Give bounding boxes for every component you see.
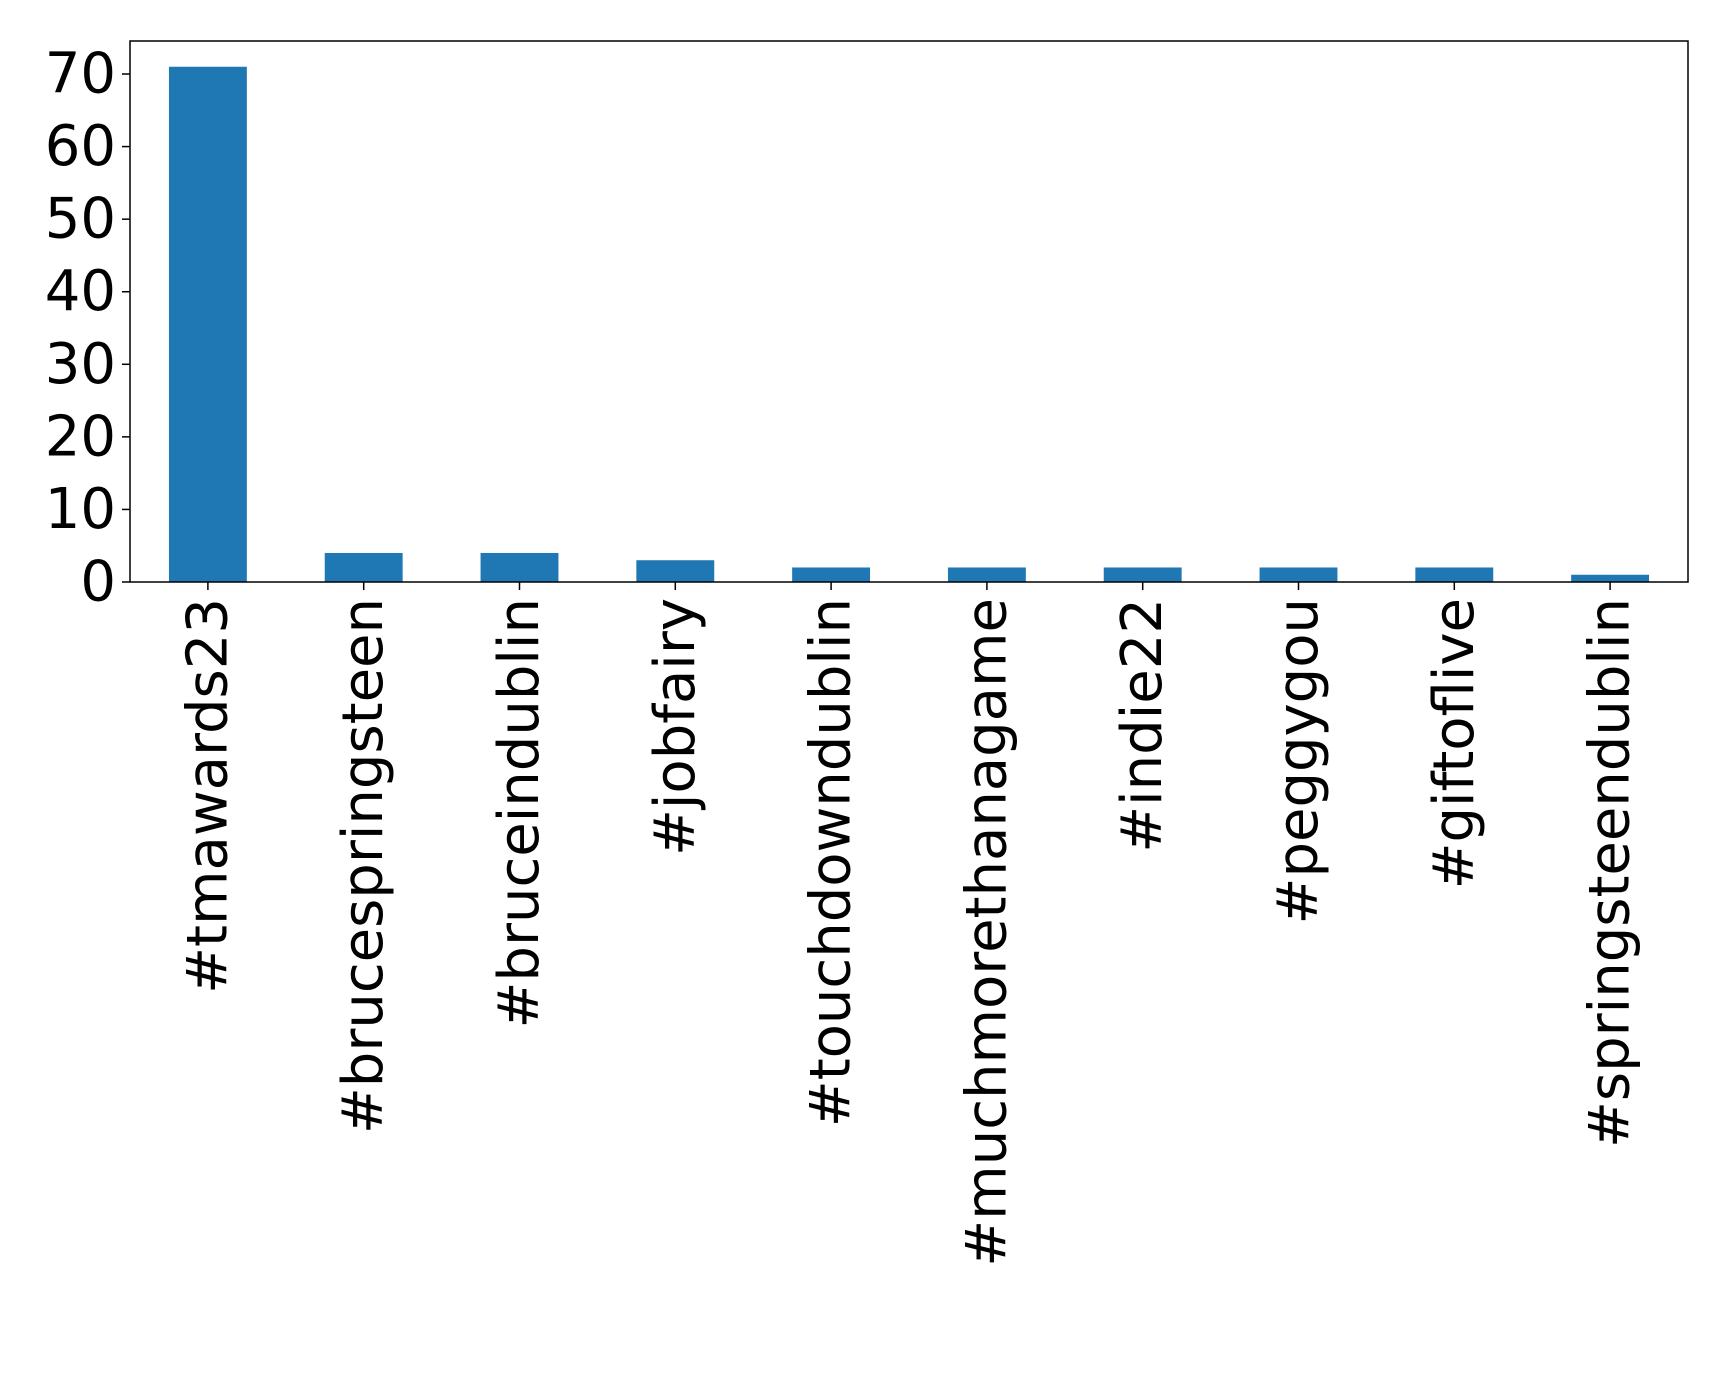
x-tick-label: #giftoflive — [1422, 598, 1487, 889]
bar-giftoflive — [1415, 567, 1494, 582]
x-tick-label: #jobfairy — [643, 598, 708, 856]
bar-indie22 — [1103, 567, 1182, 582]
y-tick-label: 50 — [45, 187, 116, 252]
y-tick-label: 60 — [45, 114, 116, 179]
y-tick-label: 0 — [80, 550, 116, 615]
bars-group — [168, 66, 1650, 582]
bar-springsteendublin — [1571, 574, 1650, 582]
bar-muchmorethanagame — [947, 567, 1026, 582]
x-tick-label: #muchmorethanagame — [954, 598, 1019, 1267]
bar-peggygou — [1259, 567, 1338, 582]
bar-tmawards23 — [168, 66, 247, 582]
x-tick-label: #springsteendublin — [1578, 598, 1643, 1148]
y-axis: 0 10 20 30 40 50 60 70 — [45, 42, 130, 615]
x-tick-label: #brucespringsteen — [331, 598, 396, 1134]
x-tick-label: #peggygou — [1266, 598, 1331, 924]
bar-bruceindublin — [480, 552, 559, 582]
x-tick-label: #touchdowndublin — [799, 598, 864, 1127]
x-tick-label: #indie22 — [1110, 598, 1175, 853]
bar-jobfairy — [636, 560, 715, 582]
bar-brucespringsteen — [324, 552, 403, 582]
y-tick-label: 70 — [45, 42, 116, 107]
y-tick-label: 40 — [45, 259, 116, 324]
plot-frame — [129, 40, 1689, 583]
y-tick-label: 10 — [45, 477, 116, 542]
y-tick-label: 30 — [45, 332, 116, 397]
x-axis: #tmawards23 #brucespringsteen #bruceindubl… — [175, 582, 1643, 1267]
bar-touchdowndublin — [792, 567, 871, 582]
x-tick-label: #bruceindublin — [487, 598, 552, 1028]
y-tick-label: 20 — [45, 404, 116, 469]
x-tick-label: #tmawards23 — [175, 598, 240, 994]
